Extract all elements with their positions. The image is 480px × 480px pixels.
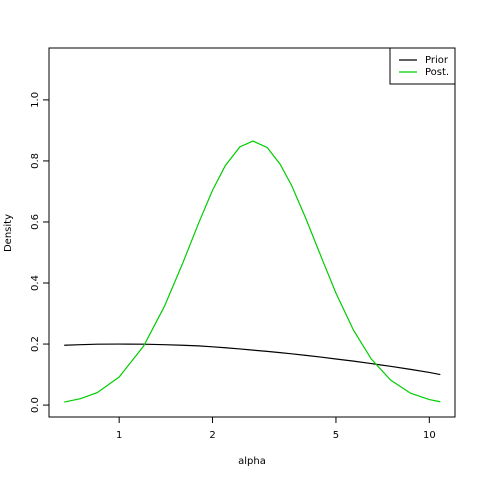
y-tick-label: 0.8: [30, 153, 41, 169]
x-tick-label: 5: [333, 430, 339, 441]
legend-label: Post.: [425, 67, 449, 78]
plot-frame: [48, 47, 456, 418]
series-line: [64, 343, 441, 376]
series-line: [64, 140, 441, 403]
y-tick-label: 0.0: [30, 397, 41, 413]
y-axis-label: Density: [3, 214, 14, 252]
y-tick-label: 0.6: [30, 214, 41, 230]
y-tick-label: 0.4: [30, 275, 41, 291]
y-tick-label: 1.0: [30, 92, 41, 108]
x-tick-label: 2: [209, 430, 215, 441]
y-tick-label: 0.2: [30, 336, 41, 352]
legend-label: Prior: [425, 55, 449, 66]
x-tick-label: 10: [423, 430, 436, 441]
x-axis-label: alpha: [238, 456, 266, 467]
legend-box: [389, 47, 456, 85]
x-tick-label: 1: [116, 430, 122, 441]
